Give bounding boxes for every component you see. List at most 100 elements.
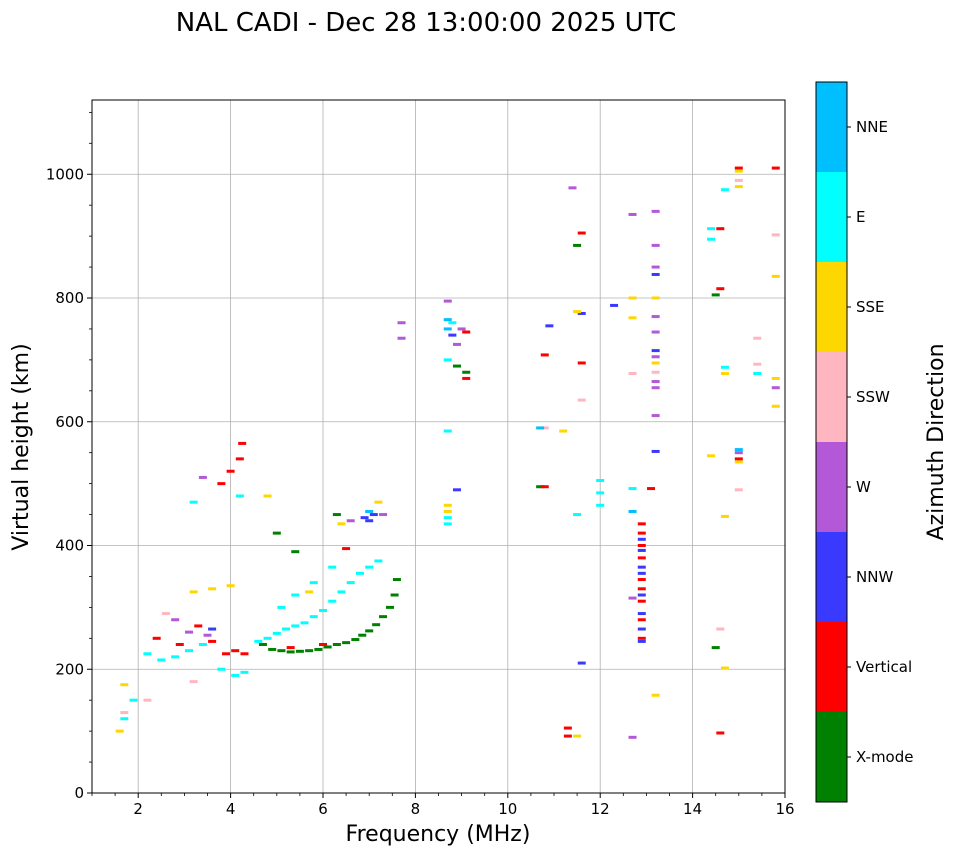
colorbar-segment-nnw [816, 532, 847, 622]
data-point-e [337, 590, 346, 594]
data-point-w [568, 186, 577, 190]
data-point-sse [707, 454, 716, 458]
data-point-x-mode [462, 370, 471, 374]
data-point-w [651, 355, 660, 359]
data-point-nnw [577, 661, 586, 665]
data-point-w [346, 519, 355, 523]
data-point-sse [651, 296, 660, 300]
y-tick-label: 400 [55, 537, 84, 555]
data-point-ssw [734, 178, 743, 182]
data-point-nne [443, 318, 452, 322]
data-point-vertical [563, 734, 572, 738]
y-tick-label: 800 [55, 289, 84, 307]
x-tick-label: 2 [133, 800, 143, 818]
data-point-e [319, 608, 327, 612]
data-point-x-mode [452, 364, 461, 368]
data-point-e [235, 494, 244, 498]
data-point-vertical [286, 646, 295, 650]
data-point-e [157, 658, 166, 662]
data-point-w [397, 321, 406, 325]
data-point-vertical [208, 639, 217, 643]
data-point-nnw [651, 272, 660, 276]
data-point-vertical [217, 482, 226, 486]
data-point-vertical [226, 469, 235, 473]
x-tick-label: 16 [775, 800, 794, 818]
plot-area [92, 100, 785, 793]
data-point-vertical [540, 353, 549, 357]
data-point-w [628, 735, 637, 739]
data-point-e [596, 491, 605, 495]
data-point-w [628, 212, 637, 216]
data-point-ssw [716, 627, 725, 631]
x-axis-ticks: 2 4 6 8 10 12 14 16 [91, 793, 795, 818]
data-point-nnw [448, 333, 457, 337]
y-axis-label: Virtual height (km) [9, 343, 34, 550]
chart-title: NAL CADI - Dec 28 13:00:00 2025 UTC [176, 8, 676, 38]
data-point-sse [628, 296, 637, 300]
data-point-x-mode [573, 243, 582, 247]
data-point-sse [720, 371, 729, 375]
colorbar-label: NNE [856, 118, 888, 136]
data-point-sse [651, 361, 660, 365]
data-point-vertical [637, 599, 646, 603]
data-point-ssw [540, 426, 549, 430]
data-point-e [231, 673, 240, 677]
data-point-e [707, 237, 716, 241]
data-point-sse [734, 169, 743, 173]
colorbar-label: W [856, 478, 871, 496]
data-point-nnw [637, 612, 646, 616]
data-point-vertical [175, 643, 184, 646]
colorbar-segment-e [816, 172, 847, 262]
data-point-e [291, 593, 300, 597]
data-point-x-mode [385, 605, 394, 609]
x-tick-label: 8 [411, 800, 421, 818]
data-point-vertical [240, 652, 249, 656]
colorbar-segment-x-mode [816, 712, 847, 802]
data-point-x-mode [314, 647, 323, 651]
data-point-nne [443, 327, 452, 331]
data-point-nnw [545, 324, 554, 328]
data-point-w [771, 386, 780, 390]
colorbar-label: Vertical [856, 658, 912, 676]
data-point-e [217, 667, 226, 671]
data-point-ssw [189, 680, 198, 684]
data-point-ssw [771, 233, 780, 237]
data-point-w [443, 299, 452, 303]
data-point-nnw [360, 516, 369, 520]
data-point-x-mode [258, 643, 267, 646]
data-point-w [452, 342, 461, 346]
colorbar-segment-sse [816, 262, 847, 352]
data-point-vertical [637, 578, 646, 582]
grid-lines [92, 100, 785, 793]
data-point-e [171, 655, 180, 659]
data-point-x-mode [268, 647, 277, 651]
data-point-nnw [208, 627, 217, 631]
data-point-vertical [221, 652, 230, 656]
data-point-sse [734, 185, 743, 189]
data-point-sse [443, 509, 452, 513]
x-axis-label: Frequency (MHz) [346, 822, 531, 847]
data-point-vertical [647, 487, 656, 491]
data-point-x-mode [342, 641, 351, 645]
data-point-nnw [637, 571, 646, 575]
data-point-nnw [577, 311, 586, 315]
data-point-vertical [637, 522, 646, 526]
data-point-vertical [577, 231, 586, 235]
data-point-x-mode [332, 643, 341, 646]
data-point-x-mode [351, 638, 360, 642]
data-point-sse [115, 729, 124, 733]
colorbar-label: X-mode [856, 748, 913, 766]
y-tick-label: 1000 [46, 165, 84, 183]
data-point-vertical [734, 457, 743, 461]
data-point-x-mode [711, 646, 720, 650]
x-tick-label: 6 [318, 800, 328, 818]
x-tick-label: 14 [683, 800, 702, 818]
data-point-vertical [231, 649, 240, 653]
data-point-nnw [369, 513, 378, 517]
data-point-nne [536, 426, 545, 430]
data-point-nnw [637, 537, 646, 541]
data-point-vertical [716, 731, 725, 735]
data-point-vertical [238, 441, 247, 445]
data-point-w [379, 513, 388, 517]
data-point-vertical [194, 624, 203, 628]
